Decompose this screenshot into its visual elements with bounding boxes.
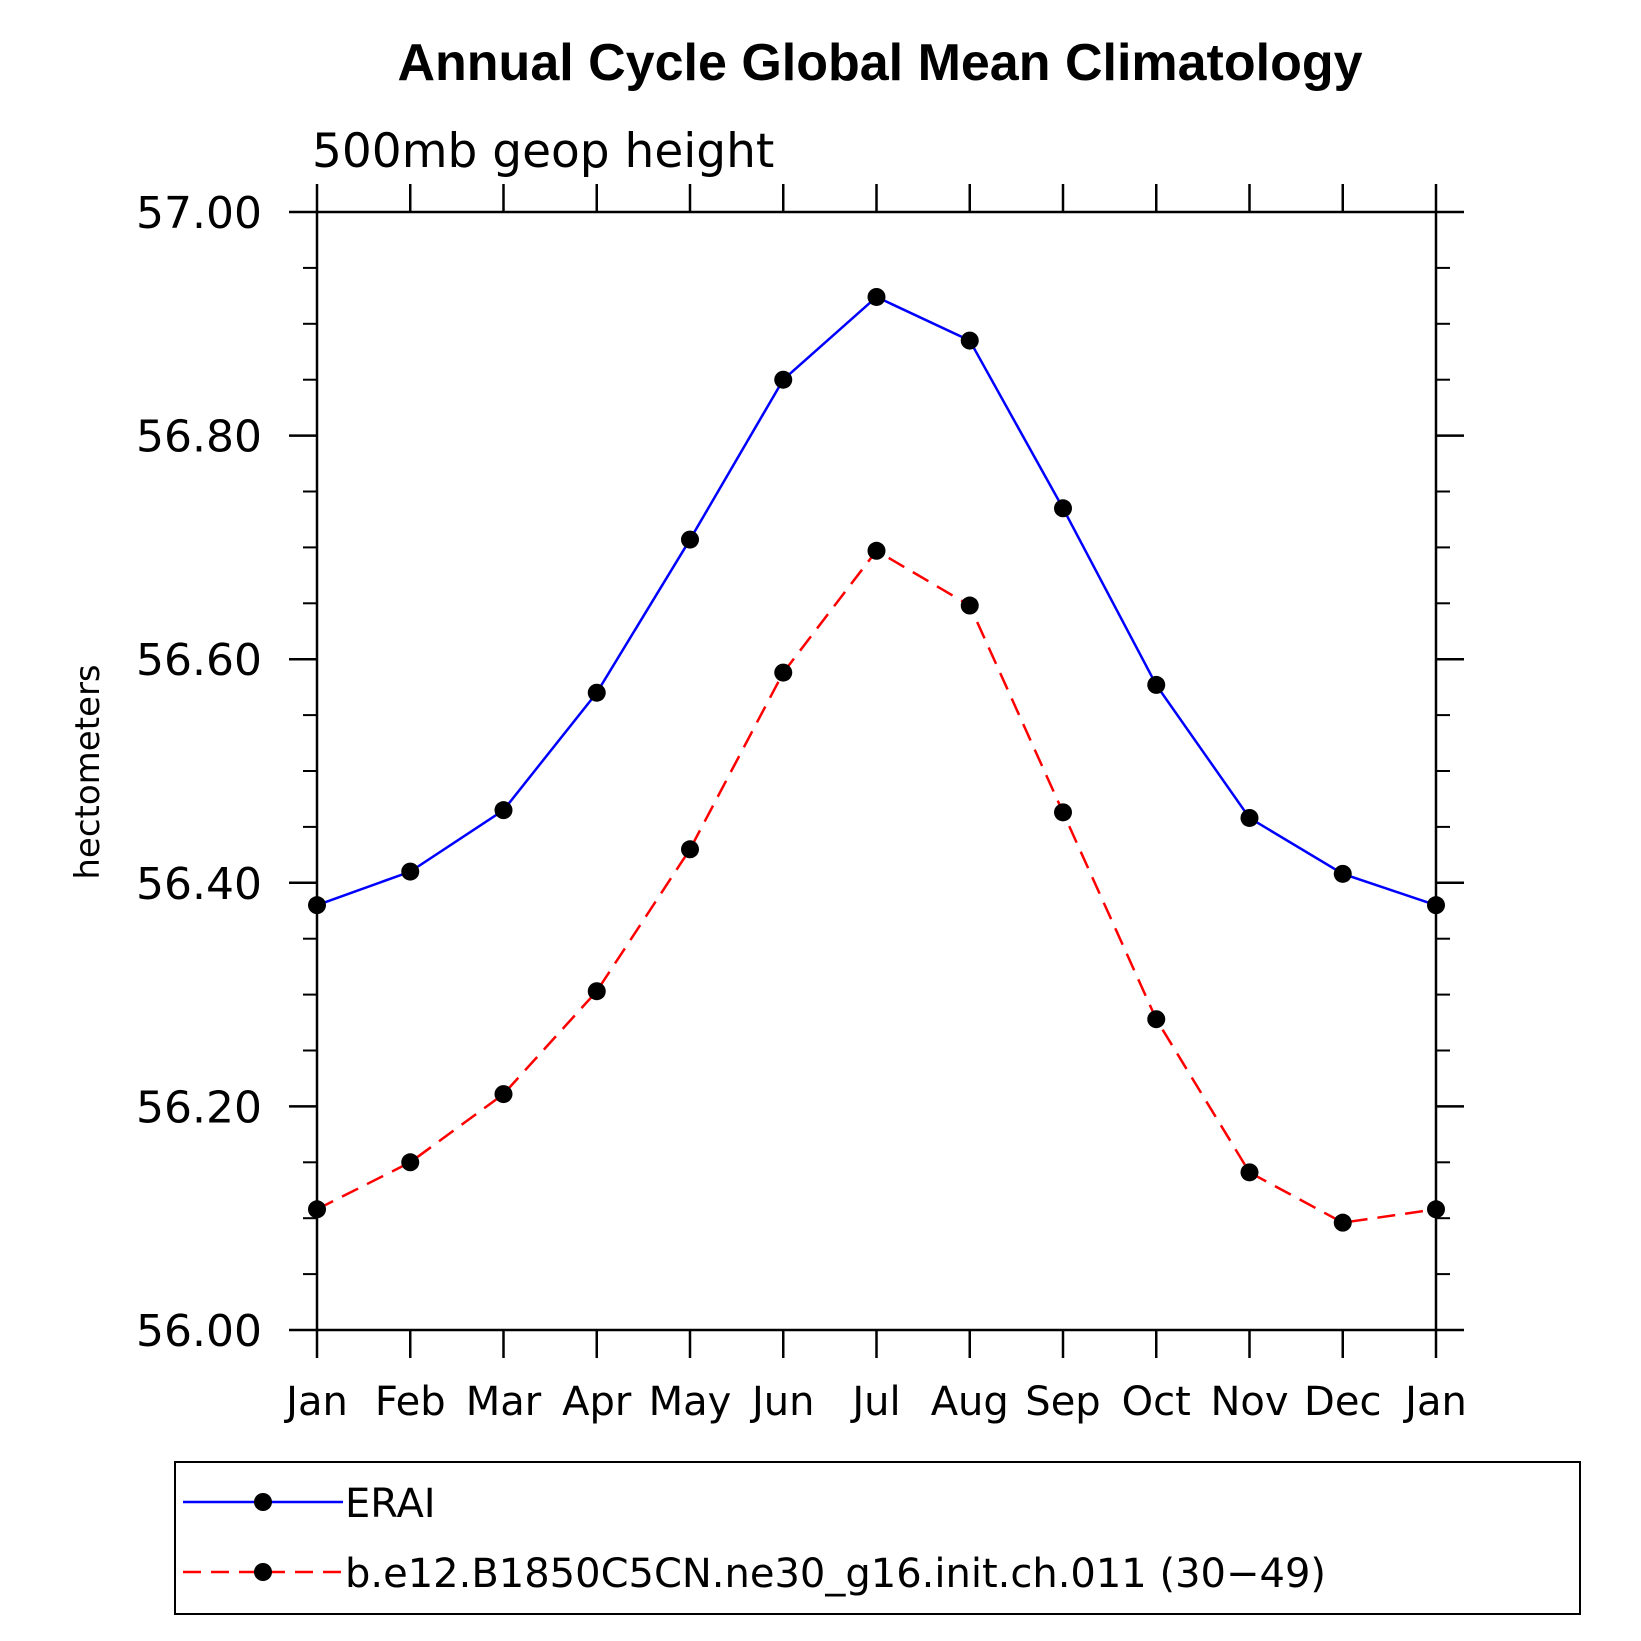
x-tick-label: Apr xyxy=(562,1379,632,1425)
data-point-erai xyxy=(1054,499,1072,518)
data-point-erai xyxy=(1240,808,1259,827)
y-tick-label: 56.00 xyxy=(136,1306,262,1357)
legend-marker-erai xyxy=(254,1493,272,1511)
data-point-model xyxy=(1054,803,1072,822)
x-tick-label: Dec xyxy=(1304,1379,1381,1425)
series-line-model xyxy=(316,549,1437,1224)
x-tick-label: Mar xyxy=(466,1379,542,1425)
data-point-erai xyxy=(681,530,699,549)
data-point-erai xyxy=(960,331,979,350)
x-tick-label: Jul xyxy=(849,1379,900,1425)
data-point-model xyxy=(960,596,979,615)
y-tick-label: 56.20 xyxy=(136,1082,262,1133)
series-line-erai xyxy=(316,295,1437,907)
data-point-erai xyxy=(867,287,886,306)
data-point-model xyxy=(1240,1163,1259,1182)
chart-title: Annual Cycle Global Mean Climatology xyxy=(397,34,1362,92)
legend-box xyxy=(174,1461,1581,1615)
data-point-erai xyxy=(1147,675,1166,694)
data-point-model xyxy=(494,1085,513,1104)
data-point-model xyxy=(1333,1213,1352,1232)
plot-frame xyxy=(315,210,1438,1332)
series-layer xyxy=(308,287,1445,1232)
y-tick-label: 56.40 xyxy=(136,859,262,910)
data-point-erai xyxy=(587,683,606,702)
data-point-model xyxy=(774,663,793,682)
x-tick-label: Nov xyxy=(1210,1379,1288,1425)
data-point-model xyxy=(401,1153,420,1172)
x-tick-label: Feb xyxy=(375,1379,446,1425)
x-tick-label: Jun xyxy=(749,1379,815,1425)
x-tick-label: Aug xyxy=(931,1379,1009,1425)
y-tick-label: 57.00 xyxy=(136,188,262,239)
chart-subtitle: 500mb geop height xyxy=(312,124,774,179)
x-tick-label: Jan xyxy=(283,1379,348,1425)
data-point-erai xyxy=(494,801,513,820)
x-tick-label: Oct xyxy=(1122,1379,1191,1425)
y-tick-label: 56.80 xyxy=(136,412,262,463)
legend: ERAI b.e12.B1850C5CN.ne30_g16.init.ch.01… xyxy=(174,1461,1581,1615)
data-point-model xyxy=(1147,1010,1166,1029)
y-tick-label: 56.60 xyxy=(136,635,262,686)
y-axis-label: hectometers xyxy=(68,664,108,879)
x-tick-label: May xyxy=(649,1379,732,1425)
data-point-erai xyxy=(401,862,420,881)
x-tick-label: Sep xyxy=(1025,1379,1100,1425)
legend-marker-model xyxy=(254,1563,272,1581)
ticks-layer: Jan Feb Mar Apr May Jun Jul Aug Sep Oct Nov Dec Jan 5… xyxy=(136,184,1467,1425)
legend-label-model: b.e12.B1850C5CN.ne30_g16.init.ch.011 (30… xyxy=(345,1551,1326,1597)
data-point-erai xyxy=(1333,864,1352,883)
data-point-model xyxy=(587,982,606,1001)
data-point-model xyxy=(867,541,886,560)
data-point-model xyxy=(681,840,699,859)
x-tick-label: Jan xyxy=(1402,1379,1467,1425)
legend-label-erai: ERAI xyxy=(345,1481,436,1527)
data-point-erai xyxy=(774,370,793,389)
